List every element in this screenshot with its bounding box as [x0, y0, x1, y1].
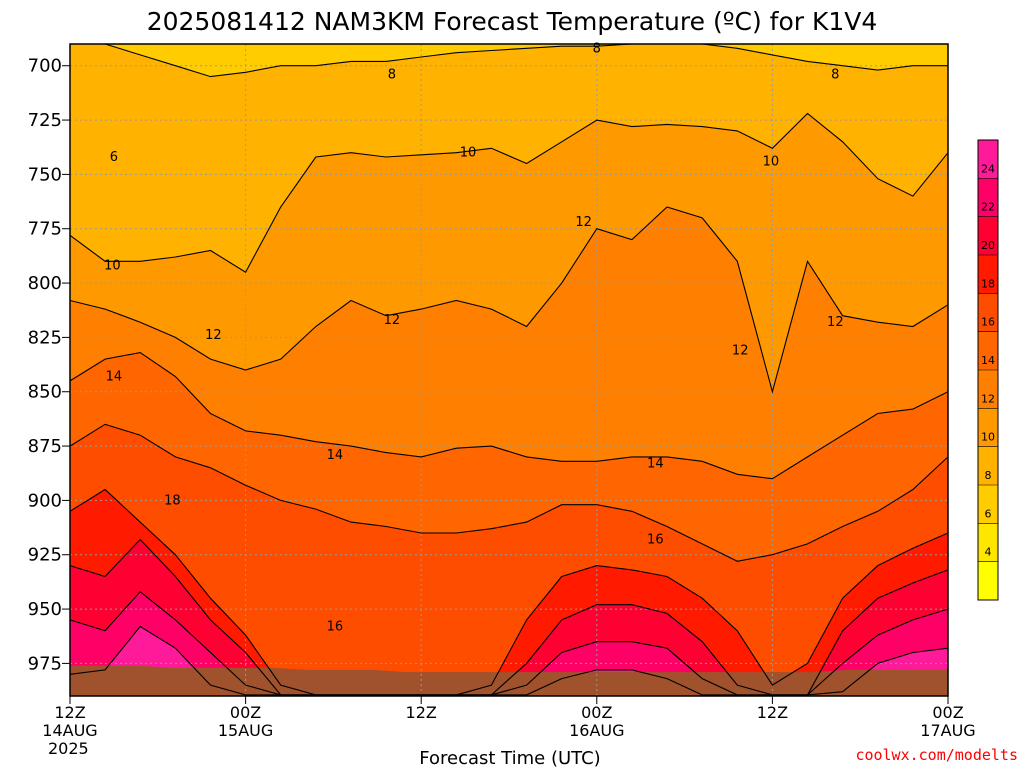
- colorbar-band: [978, 216, 998, 255]
- colorbar-tick-label: 6: [985, 507, 992, 520]
- contour-labels: 8 8 8 6 10 10 10 12 12 12 12 12 14 14 14 16 16 18: [104, 41, 843, 634]
- colorbar-tick-label: 20: [981, 239, 995, 252]
- y-tick-label: 925: [28, 545, 62, 566]
- y-tick-label: 725: [28, 110, 62, 131]
- contour-label: 10: [763, 154, 780, 169]
- colorbar-band: [978, 293, 998, 332]
- isotherm-12: [69, 206, 949, 394]
- colorbar-tick-label: 12: [981, 392, 995, 405]
- isotherm-16: [69, 423, 949, 562]
- chart-title: 2025081412 NAM3KM Forecast Temperature (…: [147, 7, 878, 36]
- x-axis-label: Forecast Time (UTC): [419, 748, 600, 768]
- y-tick-label: 900: [28, 490, 62, 511]
- contour-label: 8: [593, 41, 601, 56]
- colorbar-band: [978, 140, 998, 179]
- isotherm-18: [69, 488, 949, 696]
- contour-label: 18: [164, 493, 181, 508]
- y-tick-label: 850: [28, 382, 62, 403]
- x-tick-label: 00Z: [932, 703, 963, 722]
- isotherm-contours: [69, 43, 949, 696]
- colorbar-band: [978, 255, 998, 294]
- contour-label: 8: [831, 67, 839, 82]
- colorbar-tick-label: 24: [981, 162, 995, 175]
- contour-label: 12: [205, 328, 222, 343]
- contour-label: 12: [575, 215, 592, 230]
- x-tick-label: 12Z: [54, 703, 85, 722]
- isotherm-8: [70, 43, 948, 78]
- contour-label: 10: [104, 259, 121, 274]
- x-tick-label: 14AUG: [42, 721, 97, 740]
- colorbar-band: [978, 523, 998, 562]
- colorbar-tick-label: 14: [981, 354, 995, 367]
- x-tick-label: 16AUG: [569, 721, 624, 740]
- ground-fill: [70, 665, 948, 696]
- colorbar-band: [978, 408, 998, 447]
- colorbar-band: [978, 178, 998, 217]
- y-tick-label: 950: [28, 599, 62, 620]
- colorbar-tick-label: 18: [981, 277, 995, 290]
- colorbar-band: [978, 370, 998, 409]
- y-tick-label: 700: [28, 56, 62, 77]
- plot-frame: [69, 43, 949, 697]
- contour-label: 8: [388, 67, 396, 82]
- contour-label: 12: [827, 315, 844, 330]
- contour-label: 6: [110, 150, 118, 165]
- grid-lines: [70, 44, 948, 696]
- isotherm-10: [69, 112, 949, 273]
- isotherm-24: [69, 625, 949, 696]
- temperature-band-18: [70, 489, 948, 696]
- x-tick-label: 2025: [48, 739, 89, 758]
- isotherm-14: [69, 352, 949, 480]
- x-tick-label: 17AUG: [920, 721, 975, 740]
- y-tick-label: 800: [28, 273, 62, 294]
- colorbar-tick-label: 22: [981, 201, 995, 214]
- x-tick-label: 00Z: [230, 703, 261, 722]
- colorbar-tick-label: 8: [985, 469, 992, 482]
- y-tick-label: 825: [28, 327, 62, 348]
- x-tick-label: 15AUG: [218, 721, 273, 740]
- contour-label: 12: [384, 313, 401, 328]
- colorbar-band: [978, 561, 998, 600]
- colorbar-band: [978, 485, 998, 524]
- contour-label: 12: [732, 343, 749, 358]
- colorbar-tick-label: 4: [985, 546, 992, 559]
- y-tick-label: 750: [28, 164, 62, 185]
- colorbar-legend: 4 6 8 10 12 14 16 18 20 22 24: [977, 139, 999, 601]
- colorbar-band: [978, 331, 998, 370]
- x-tick-label: 00Z: [581, 703, 612, 722]
- credit-text: coolwx.com/modelts: [855, 746, 1018, 764]
- x-tick-label: 12Z: [757, 703, 788, 722]
- y-tick-label: 775: [28, 219, 62, 240]
- contour-label: 16: [647, 533, 664, 548]
- contour-label: 14: [106, 370, 123, 385]
- colorbar-tick-label: 16: [981, 316, 995, 329]
- y-axis-pressure: 700 725 750 775 800 825 850 875 900 925 950 975: [28, 56, 70, 674]
- x-tick-label: 12Z: [406, 703, 437, 722]
- y-tick-label: 975: [28, 653, 62, 674]
- contour-label: 14: [647, 456, 664, 471]
- plot-area: [70, 44, 948, 696]
- colorbar-tick-label: 10: [981, 431, 995, 444]
- ground-terrain: [70, 665, 948, 696]
- contour-label: 10: [460, 146, 477, 161]
- colorbar-band: [978, 446, 998, 485]
- contour-label: 14: [327, 448, 344, 463]
- y-tick-label: 875: [28, 436, 62, 457]
- contour-label: 16: [327, 619, 344, 634]
